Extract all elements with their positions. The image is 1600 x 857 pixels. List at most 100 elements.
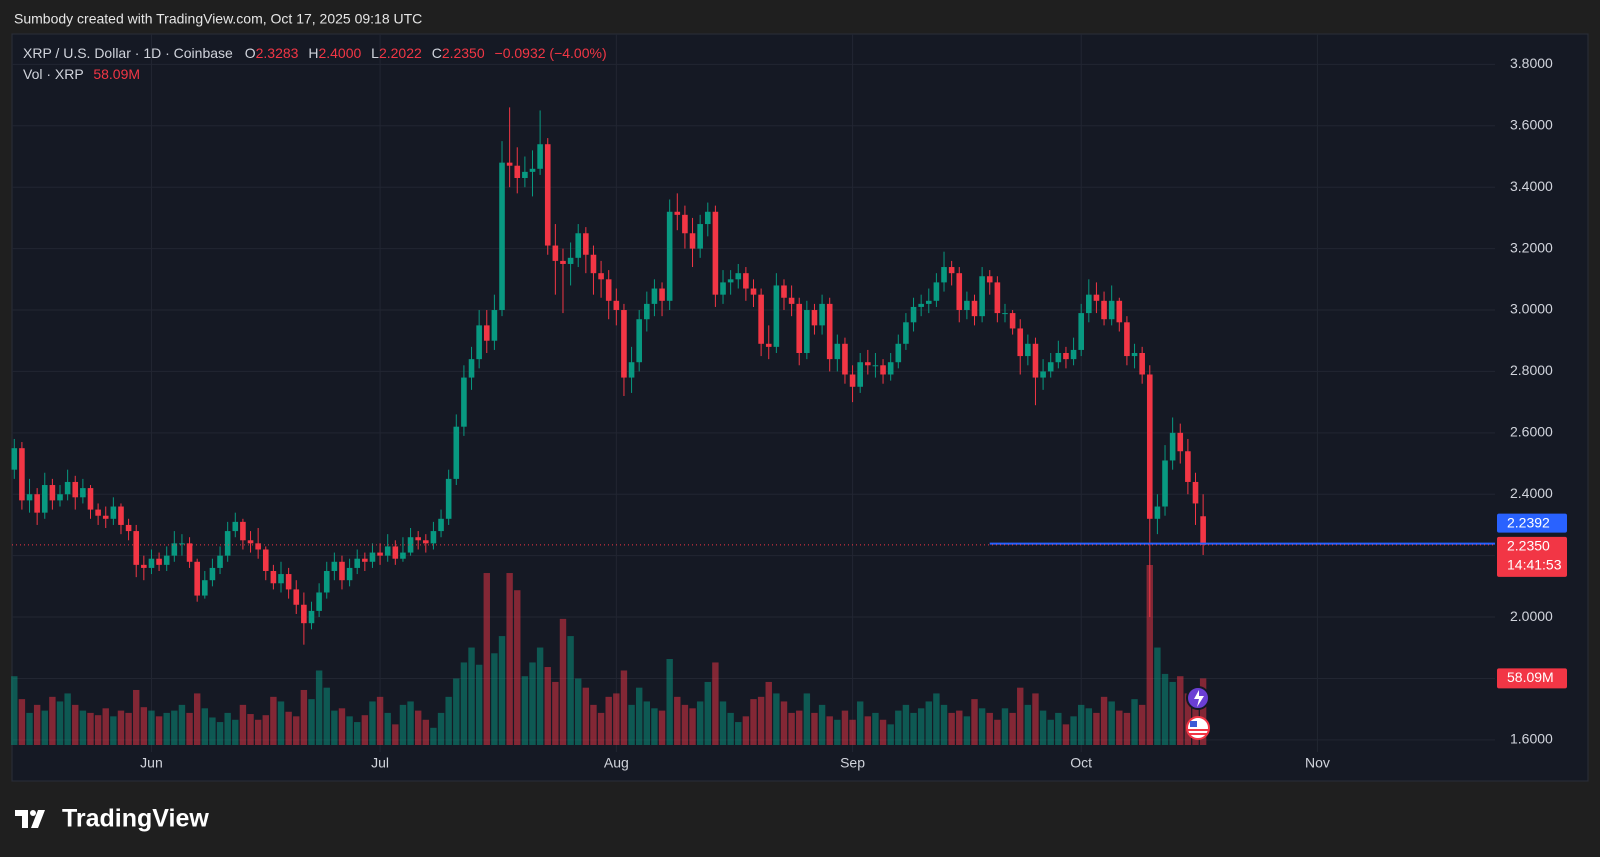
candle-body bbox=[1040, 371, 1046, 378]
volume-bar bbox=[285, 711, 292, 745]
volume-bar bbox=[895, 710, 902, 745]
y-tick-label: 2.6000 bbox=[1510, 424, 1553, 440]
candle-body bbox=[156, 558, 162, 565]
candle-body bbox=[224, 531, 231, 556]
candle-body bbox=[918, 303, 924, 307]
candle-body bbox=[704, 211, 711, 225]
chart-pane bbox=[11, 33, 1589, 782]
symbol: XRP / U.S. Dollar · 1D · Coinbase bbox=[23, 45, 233, 61]
candle-body bbox=[971, 300, 978, 317]
candle-body bbox=[34, 494, 40, 513]
volume-bar bbox=[1055, 712, 1062, 745]
price-tag bbox=[1497, 536, 1567, 577]
volume-bar bbox=[1009, 712, 1016, 745]
y-tick-label: 3.2000 bbox=[1510, 239, 1553, 255]
volume-bar bbox=[300, 689, 308, 745]
candle-body bbox=[41, 485, 48, 513]
volume-bar bbox=[1108, 701, 1115, 745]
volume-bar bbox=[879, 719, 887, 745]
candle-body bbox=[72, 481, 79, 498]
candle-body bbox=[605, 279, 612, 301]
volume-bar bbox=[1123, 712, 1131, 745]
candle-body bbox=[57, 494, 63, 501]
volume-bar bbox=[811, 712, 818, 745]
volume-bar bbox=[102, 708, 109, 745]
volume-bar bbox=[1093, 712, 1100, 745]
volume-bar bbox=[651, 708, 658, 745]
candle-body bbox=[19, 448, 25, 501]
candle-body bbox=[141, 564, 147, 568]
volume-bar bbox=[971, 699, 978, 745]
volume-bar bbox=[818, 704, 826, 745]
candle-body bbox=[423, 540, 429, 544]
volume-bar bbox=[331, 710, 338, 745]
candle-body bbox=[400, 552, 406, 559]
volume-bar bbox=[430, 727, 437, 745]
volume-bar bbox=[742, 716, 750, 745]
volume-legend: Vol · XRP 58.09M bbox=[23, 66, 140, 82]
volume-bar bbox=[696, 701, 704, 745]
candle-body bbox=[849, 374, 856, 387]
volume-bar bbox=[346, 716, 353, 745]
candle-body bbox=[255, 543, 261, 550]
volume-bar bbox=[1100, 696, 1108, 745]
candle-body bbox=[354, 558, 361, 568]
volume-bar bbox=[79, 710, 87, 745]
volume-bar bbox=[72, 704, 79, 745]
candle-body bbox=[125, 524, 132, 532]
volume-bar bbox=[910, 712, 917, 745]
candle-body bbox=[308, 610, 315, 624]
candle-body bbox=[1146, 374, 1153, 519]
candle-body bbox=[1177, 432, 1184, 452]
candle-body bbox=[628, 362, 635, 378]
volume-bar bbox=[293, 716, 300, 745]
candle-body bbox=[613, 300, 620, 311]
candle-body bbox=[95, 509, 101, 516]
volume-bar bbox=[567, 636, 574, 745]
volume-bar bbox=[133, 689, 140, 745]
volume-bar bbox=[994, 719, 1001, 745]
candle-body bbox=[887, 362, 894, 375]
volume-bar bbox=[704, 681, 711, 745]
legend-value: 2.4000 bbox=[318, 45, 361, 61]
candle-body bbox=[1131, 353, 1138, 357]
candle-body bbox=[720, 282, 726, 295]
candle-body bbox=[529, 168, 536, 172]
volume-bar bbox=[239, 704, 247, 745]
volume-bar bbox=[262, 715, 269, 745]
volume-bar bbox=[803, 693, 811, 745]
legend-value: 2.2022 bbox=[379, 45, 422, 61]
volume-bar bbox=[193, 693, 201, 745]
candle-body bbox=[232, 521, 239, 532]
candle-body bbox=[476, 325, 482, 360]
volume-bar bbox=[186, 712, 193, 745]
volume-bar bbox=[1169, 681, 1176, 745]
candle-body bbox=[994, 282, 1001, 314]
candle-body bbox=[659, 288, 665, 301]
x-tick-label: Aug bbox=[604, 755, 629, 771]
candle-body bbox=[986, 276, 993, 283]
volume-bar bbox=[575, 678, 582, 745]
volume-bar bbox=[460, 662, 468, 745]
volume-bar bbox=[414, 710, 422, 745]
x-tick-label: Sep bbox=[840, 755, 865, 771]
volume-bar bbox=[1070, 716, 1077, 745]
volume-bar bbox=[658, 710, 666, 745]
candle-body bbox=[1169, 432, 1176, 461]
volume-bar bbox=[1077, 704, 1085, 745]
candle-body bbox=[1108, 300, 1115, 320]
candle-body bbox=[651, 288, 658, 304]
candle-body bbox=[438, 518, 444, 532]
candle-body bbox=[872, 365, 879, 367]
candle-body bbox=[697, 224, 703, 249]
candle-body bbox=[148, 558, 155, 568]
candle-body bbox=[567, 257, 574, 264]
price-tag-label: 2.2392 bbox=[1507, 514, 1550, 530]
candle-body bbox=[346, 567, 353, 581]
candle-body bbox=[491, 310, 498, 341]
candle-body bbox=[948, 267, 955, 274]
candle-body bbox=[956, 273, 963, 311]
volume-bar bbox=[422, 719, 430, 745]
